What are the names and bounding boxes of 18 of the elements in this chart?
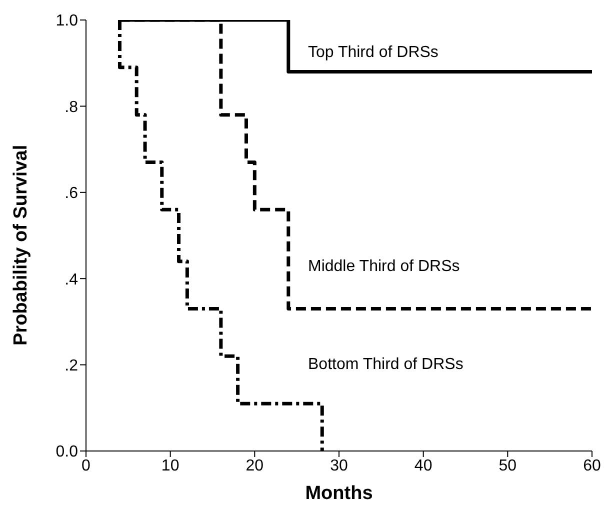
x-tick-label: 20 xyxy=(246,457,264,474)
x-tick-label: 50 xyxy=(498,457,517,474)
series-label: Top Third of DRSs xyxy=(308,44,438,62)
series-label: Middle Third of DRSs xyxy=(308,258,460,276)
y-tick-label: .8 xyxy=(64,98,78,116)
x-axis-title: Months xyxy=(305,483,373,504)
y-tick-label: 1.0 xyxy=(56,12,78,30)
series-label: Bottom Third of DRSs xyxy=(308,356,464,374)
x-tick-label: 40 xyxy=(414,457,432,474)
x-tick-label: 10 xyxy=(161,457,180,474)
x-tick-label: 30 xyxy=(330,457,348,474)
y-tick-label: .4 xyxy=(64,271,78,288)
y-tick-label: .2 xyxy=(64,357,78,374)
x-tick-label: 0 xyxy=(82,457,91,474)
y-tick-label: 0.0 xyxy=(56,444,78,461)
y-tick-label: .6 xyxy=(64,185,78,202)
x-tick-label: 60 xyxy=(583,457,601,474)
y-axis-title: Probability of Survival xyxy=(10,144,32,346)
